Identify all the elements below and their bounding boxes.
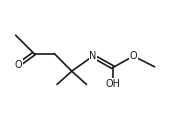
Text: O: O [130,51,137,61]
Text: O: O [15,60,22,70]
Text: OH: OH [106,79,121,89]
Text: N: N [89,51,97,61]
